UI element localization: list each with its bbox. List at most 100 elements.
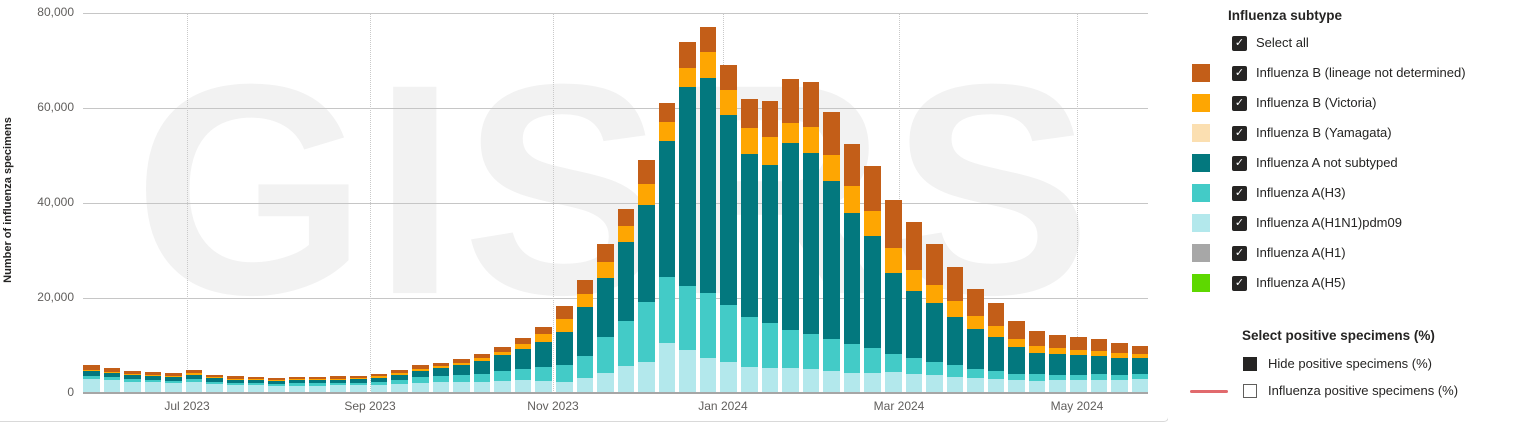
bar-week-33[interactable] xyxy=(741,99,758,393)
bar-segment[interactable] xyxy=(761,322,779,368)
bar-segment[interactable] xyxy=(350,378,367,380)
bar-segment[interactable] xyxy=(473,381,491,393)
bar-segment[interactable] xyxy=(802,127,820,154)
bar-segment[interactable] xyxy=(1070,355,1087,375)
bar-segment[interactable] xyxy=(638,302,655,362)
bar-segment[interactable] xyxy=(83,378,100,393)
bar-week-12[interactable] xyxy=(309,376,326,393)
bar-segment[interactable] xyxy=(1111,342,1128,354)
bar-segment[interactable] xyxy=(453,365,470,376)
bar-segment[interactable] xyxy=(350,385,367,393)
bar-segment[interactable] xyxy=(905,358,923,374)
bar-segment[interactable] xyxy=(494,351,511,356)
bar-segment[interactable] xyxy=(720,305,737,363)
bar-week-16[interactable] xyxy=(391,370,408,393)
bar-segment[interactable] xyxy=(761,100,779,137)
bar-segment[interactable] xyxy=(350,375,367,379)
bar-segment[interactable] xyxy=(1131,345,1149,354)
bar-week-50[interactable] xyxy=(1090,339,1108,393)
legend-checkbox[interactable]: ✓ xyxy=(1232,66,1247,81)
bar-week-6[interactable] xyxy=(185,369,203,393)
bar-segment[interactable] xyxy=(884,372,902,393)
bar-segment[interactable] xyxy=(823,338,840,372)
bar-segment[interactable] xyxy=(83,371,100,376)
bar-segment[interactable] xyxy=(1070,380,1087,393)
bar-week-34[interactable] xyxy=(761,100,779,393)
bar-segment[interactable] xyxy=(432,366,450,369)
bar-segment[interactable] xyxy=(720,115,737,306)
bar-segment[interactable] xyxy=(987,303,1005,327)
bar-week-39[interactable] xyxy=(864,165,881,393)
bar-segment[interactable] xyxy=(884,353,902,373)
bar-segment[interactable] xyxy=(124,373,141,375)
bar-segment[interactable] xyxy=(1028,330,1046,346)
bar-segment[interactable] xyxy=(226,384,244,393)
bar-segment[interactable] xyxy=(535,367,552,382)
bar-week-37[interactable] xyxy=(823,111,840,393)
bar-segment[interactable] xyxy=(576,279,594,295)
bar-segment[interactable] xyxy=(761,136,779,166)
legend2-label[interactable]: Influenza positive specimens (%) xyxy=(1268,383,1459,398)
bar-segment[interactable] xyxy=(288,385,306,393)
bar-segment[interactable] xyxy=(432,368,450,377)
bar-segment[interactable] xyxy=(741,317,758,367)
bar-segment[interactable] xyxy=(1090,379,1108,393)
bar-segment[interactable] xyxy=(597,261,614,279)
bar-segment[interactable] xyxy=(1070,337,1087,350)
bar-segment[interactable] xyxy=(843,212,861,345)
bar-segment[interactable] xyxy=(1131,373,1149,379)
bar-week-48[interactable] xyxy=(1049,334,1066,393)
bar-segment[interactable] xyxy=(206,375,223,378)
bar-segment[interactable] xyxy=(370,376,388,378)
legend-label[interactable]: Influenza A(H3) xyxy=(1256,185,1346,200)
bar-segment[interactable] xyxy=(864,165,881,211)
legend-checkbox[interactable]: ✓ xyxy=(1232,246,1247,261)
bar-week-25[interactable] xyxy=(576,279,594,393)
bar-week-1[interactable] xyxy=(83,365,100,393)
bar-week-32[interactable] xyxy=(720,65,737,393)
bar-week-30[interactable] xyxy=(679,42,696,393)
bar-segment[interactable] xyxy=(926,243,943,285)
bar-segment[interactable] xyxy=(658,122,676,141)
bar-segment[interactable] xyxy=(802,81,820,127)
bar-segment[interactable] xyxy=(432,376,450,383)
bar-segment[interactable] xyxy=(535,334,552,342)
bar-week-17[interactable] xyxy=(412,365,429,393)
bar-segment[interactable] xyxy=(165,373,182,376)
bar-segment[interactable] xyxy=(1028,345,1046,353)
bar-segment[interactable] xyxy=(782,143,799,331)
bar-segment[interactable] xyxy=(1090,355,1108,375)
bar-segment[interactable] xyxy=(1049,354,1066,375)
bar-segment[interactable] xyxy=(412,382,429,393)
legend-checkbox[interactable]: ✓ xyxy=(1232,276,1247,291)
bar-segment[interactable] xyxy=(905,269,923,291)
bar-segment[interactable] xyxy=(802,153,820,334)
bar-week-47[interactable] xyxy=(1028,330,1046,393)
bar-segment[interactable] xyxy=(412,369,429,371)
bar-segment[interactable] xyxy=(103,377,121,381)
bar-segment[interactable] xyxy=(165,380,182,384)
bar-segment[interactable] xyxy=(165,377,182,381)
bar-segment[interactable] xyxy=(370,377,388,382)
bar-segment[interactable] xyxy=(699,52,717,79)
bar-segment[interactable] xyxy=(412,377,429,383)
bar-segment[interactable] xyxy=(124,370,141,374)
bar-week-24[interactable] xyxy=(555,306,573,393)
bar-segment[interactable] xyxy=(268,379,285,381)
bar-segment[interactable] xyxy=(926,375,943,393)
bar-segment[interactable] xyxy=(185,374,203,379)
bar-segment[interactable] xyxy=(597,278,614,338)
bar-segment[interactable] xyxy=(1049,334,1066,348)
bar-segment[interactable] xyxy=(432,362,450,367)
bar-week-36[interactable] xyxy=(802,81,820,393)
bar-segment[interactable] xyxy=(576,377,594,393)
bar-week-21[interactable] xyxy=(494,347,511,393)
bar-segment[interactable] xyxy=(1028,380,1046,393)
bar-segment[interactable] xyxy=(453,375,470,382)
bar-week-14[interactable] xyxy=(350,375,367,393)
bar-segment[interactable] xyxy=(309,385,326,393)
bar-segment[interactable] xyxy=(617,320,635,366)
bar-segment[interactable] xyxy=(761,165,779,323)
bar-segment[interactable] xyxy=(144,379,162,383)
bar-week-11[interactable] xyxy=(288,377,306,393)
